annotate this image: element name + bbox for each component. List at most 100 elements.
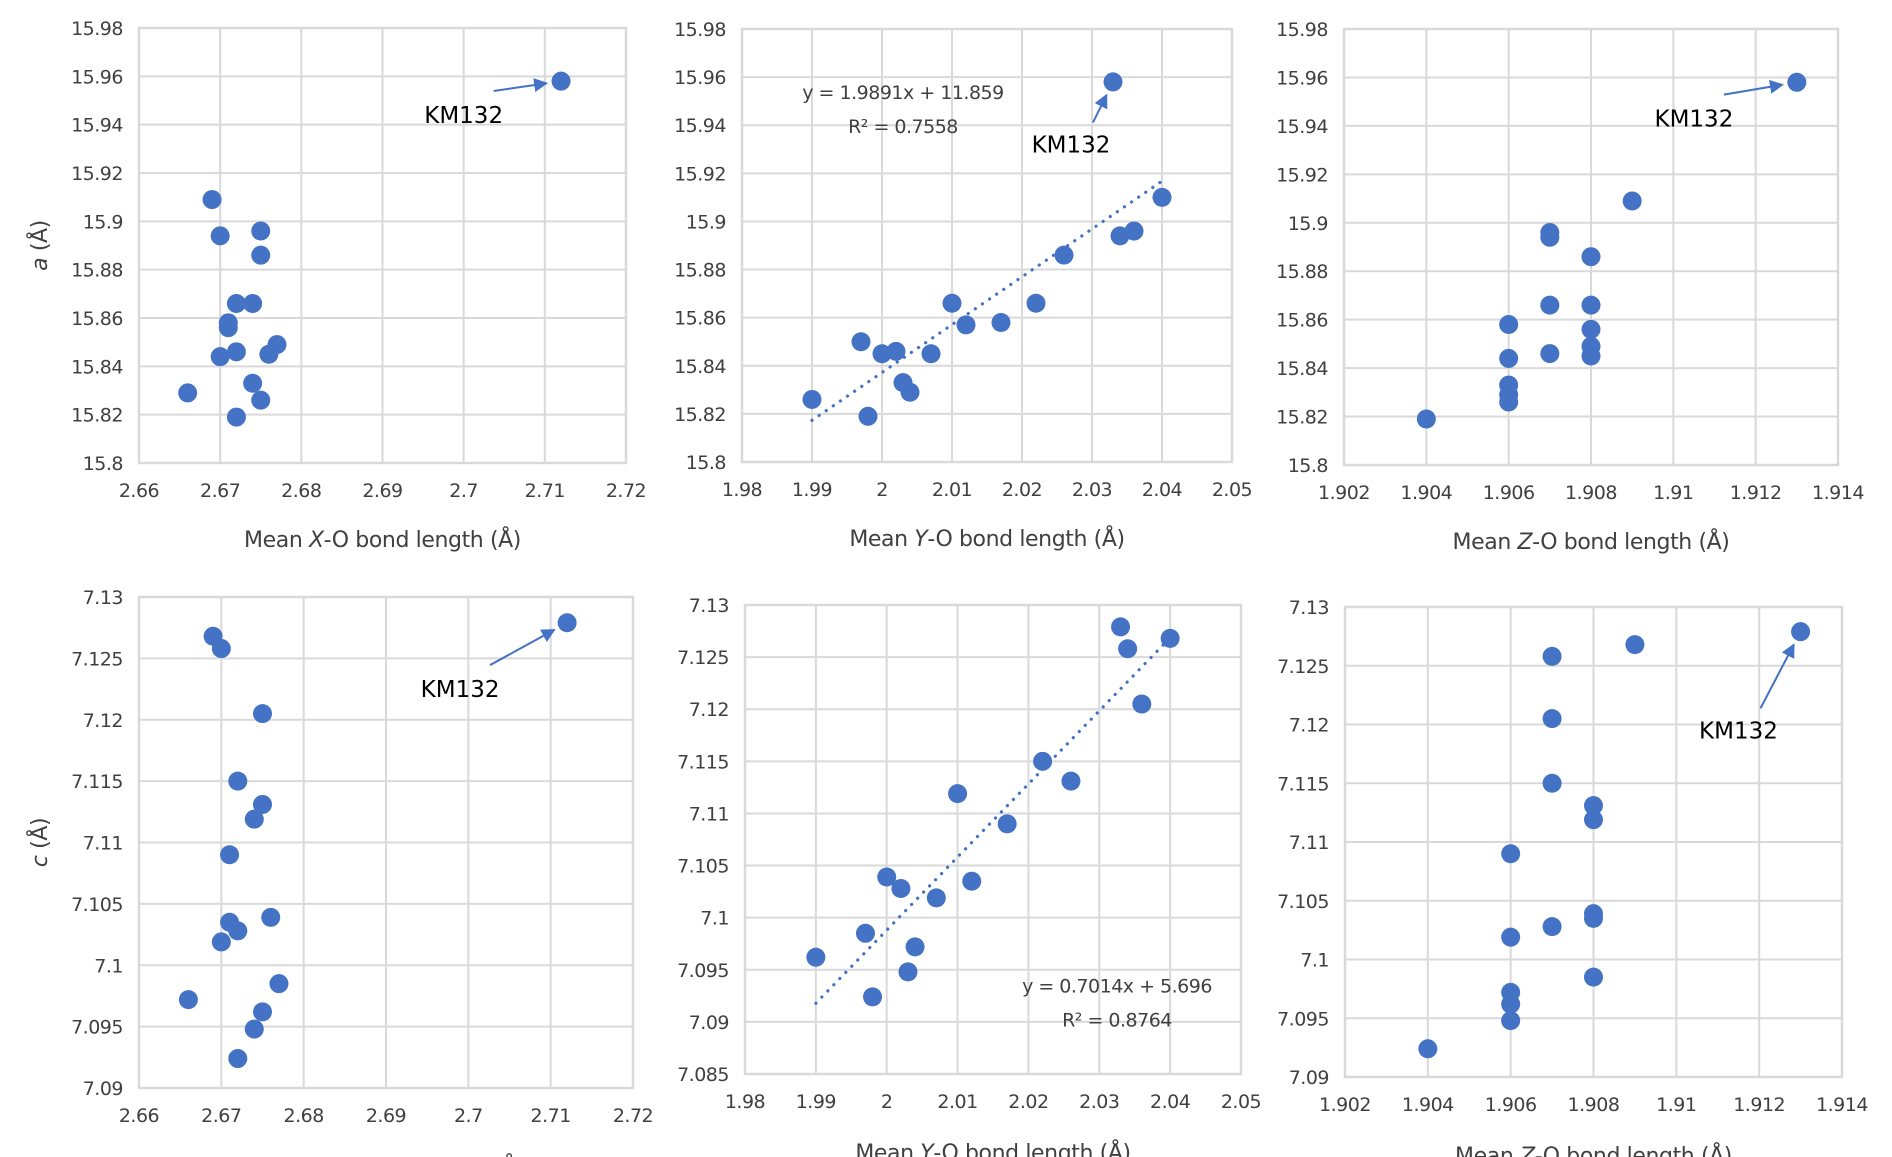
- data-point: [942, 293, 962, 313]
- x-axis-label: Mean X-O bond length (Å): [244, 526, 521, 553]
- data-point: [251, 390, 271, 410]
- chart-a-vs-y: 1.98 1.99 2 2.01 2.02 2.03 2.04 2.05 15.8 15.82 15…: [674, 19, 1253, 552]
- x-tick-label: 2.02: [1008, 1091, 1048, 1113]
- y-axis-label: c (Å): [26, 818, 53, 867]
- x-tick-label: 2.01: [937, 1091, 977, 1113]
- y-tick-label: 7.1: [700, 908, 729, 930]
- chart-c-vs-y: 1.98 1.99 2 2.01 2.02 2.03 2.04 2.05 7.085 7.09 7.…: [677, 595, 1262, 1157]
- data-point: [253, 1002, 272, 1022]
- x-tick-label: 1.98: [722, 479, 762, 501]
- data-point: [1111, 617, 1131, 637]
- plot-frame: [137, 595, 635, 1090]
- data-point: [251, 221, 271, 241]
- annotation-label-km132: KM132: [1655, 107, 1734, 133]
- y-tick-label: 15.86: [71, 308, 123, 330]
- y-tick-label: 15.82: [71, 405, 123, 427]
- x-tick-label: 1.902: [1318, 482, 1370, 504]
- data-point: [1416, 409, 1436, 429]
- y-tick-label: 15.96: [1276, 67, 1328, 89]
- data-point: [253, 704, 272, 724]
- y-tick-label: 15.82: [674, 404, 726, 426]
- x-tick-label: 1.914: [1812, 482, 1864, 504]
- data-point: [1584, 810, 1603, 830]
- annotation-label-km132: KM132: [1699, 718, 1778, 744]
- data-point: [1622, 191, 1642, 211]
- data-point: [243, 373, 263, 393]
- data-point: [962, 871, 982, 891]
- data-point: [1501, 927, 1521, 947]
- y-tick-label: 7.105: [71, 894, 123, 916]
- data-point: [851, 332, 871, 352]
- x-tick-label: 2.68: [281, 480, 321, 502]
- y-tick-label: 7.13: [1289, 597, 1329, 619]
- x-tick-label: 2: [876, 479, 888, 501]
- x-tick-label: 1.904: [1402, 1094, 1454, 1116]
- y-tick-label: 7.125: [71, 648, 123, 670]
- data-point: [1103, 72, 1123, 92]
- data-point: [1584, 796, 1603, 816]
- trendline-equation: y = 1.9891x + 11.859: [802, 82, 1003, 104]
- y-tick-label: 7.1: [94, 955, 123, 977]
- y-tick-label: 7.085: [677, 1064, 729, 1086]
- y-tick-label: 15.98: [674, 19, 726, 41]
- data-point: [226, 342, 246, 362]
- chart-c-vs-x: 2.66 2.67 2.68 2.69 2.7 2.71 2.72 7.09 7.095 7.1 7…: [26, 587, 654, 1157]
- data-point: [202, 190, 222, 210]
- data-points: [178, 613, 577, 1069]
- x-axis-label: Mean Z-O bond length (Å): [1453, 528, 1730, 555]
- plot-frame: [743, 603, 1243, 1076]
- data-point: [1501, 982, 1521, 1002]
- x-tick-label: 1.98: [725, 1091, 765, 1113]
- data-point: [211, 639, 231, 659]
- data-point: [226, 294, 246, 313]
- y-tick-label: 7.1: [1300, 950, 1329, 972]
- y-tick-label: 7.11: [689, 803, 729, 825]
- y-tick-label: 7.115: [71, 771, 123, 793]
- data-point: [228, 1049, 248, 1069]
- y-tick-label: 7.105: [677, 856, 729, 878]
- data-point: [1581, 336, 1601, 356]
- y-tick-label: 7.09: [83, 1078, 123, 1100]
- annotation-arrow-icon: [489, 628, 556, 666]
- data-point: [1152, 187, 1172, 207]
- x-tick-label: 1.914: [1816, 1094, 1868, 1116]
- data-point: [218, 318, 238, 338]
- y-tick-label: 15.8: [686, 452, 726, 474]
- data-point: [991, 312, 1011, 332]
- y-tick-label: 15.84: [1276, 358, 1328, 380]
- data-point: [891, 878, 911, 898]
- x-tick-label: 2.04: [1142, 479, 1183, 501]
- data-point: [1584, 967, 1603, 987]
- x-tick-label: 2.05: [1212, 479, 1252, 501]
- data-point: [1026, 293, 1046, 313]
- y-tick-label: 15.9: [686, 211, 726, 233]
- y-tick-label: 15.84: [71, 356, 123, 378]
- y-tick-label: 15.94: [71, 115, 123, 137]
- annotation-arrow-icon: [1759, 643, 1795, 709]
- data-point: [900, 382, 920, 402]
- data-point: [1584, 904, 1603, 924]
- y-tick-label: 15.98: [1276, 19, 1328, 41]
- x-axis-label: Mean X-O bond length (Å): [248, 1153, 525, 1157]
- data-point: [244, 809, 264, 829]
- y-tick-label: 7.115: [677, 751, 729, 773]
- x-tick-label: 2.04: [1150, 1091, 1191, 1113]
- data-point: [1054, 245, 1074, 265]
- x-tick-label: 2.67: [201, 1105, 241, 1127]
- data-point: [1581, 319, 1601, 339]
- y-tick-label: 15.88: [1276, 261, 1328, 283]
- data-point: [877, 867, 897, 887]
- chart-a-vs-z: 1.902 1.904 1.906 1.908 1.91 1.912 1.914 15.8 15…: [1276, 19, 1865, 555]
- plot-frame: [137, 26, 628, 465]
- y-tick-label: 7.09: [689, 1012, 729, 1034]
- data-point: [1542, 917, 1562, 937]
- data-point: [948, 784, 968, 804]
- data-point: [1118, 639, 1138, 659]
- data-point: [1418, 1039, 1438, 1059]
- data-points: [1418, 622, 1811, 1059]
- data-point: [905, 937, 925, 957]
- x-tick-label: 2.71: [531, 1105, 571, 1127]
- y-tick-label: 15.82: [1276, 407, 1328, 429]
- y-tick-label: 15.8: [1288, 455, 1328, 477]
- data-point: [1542, 709, 1562, 729]
